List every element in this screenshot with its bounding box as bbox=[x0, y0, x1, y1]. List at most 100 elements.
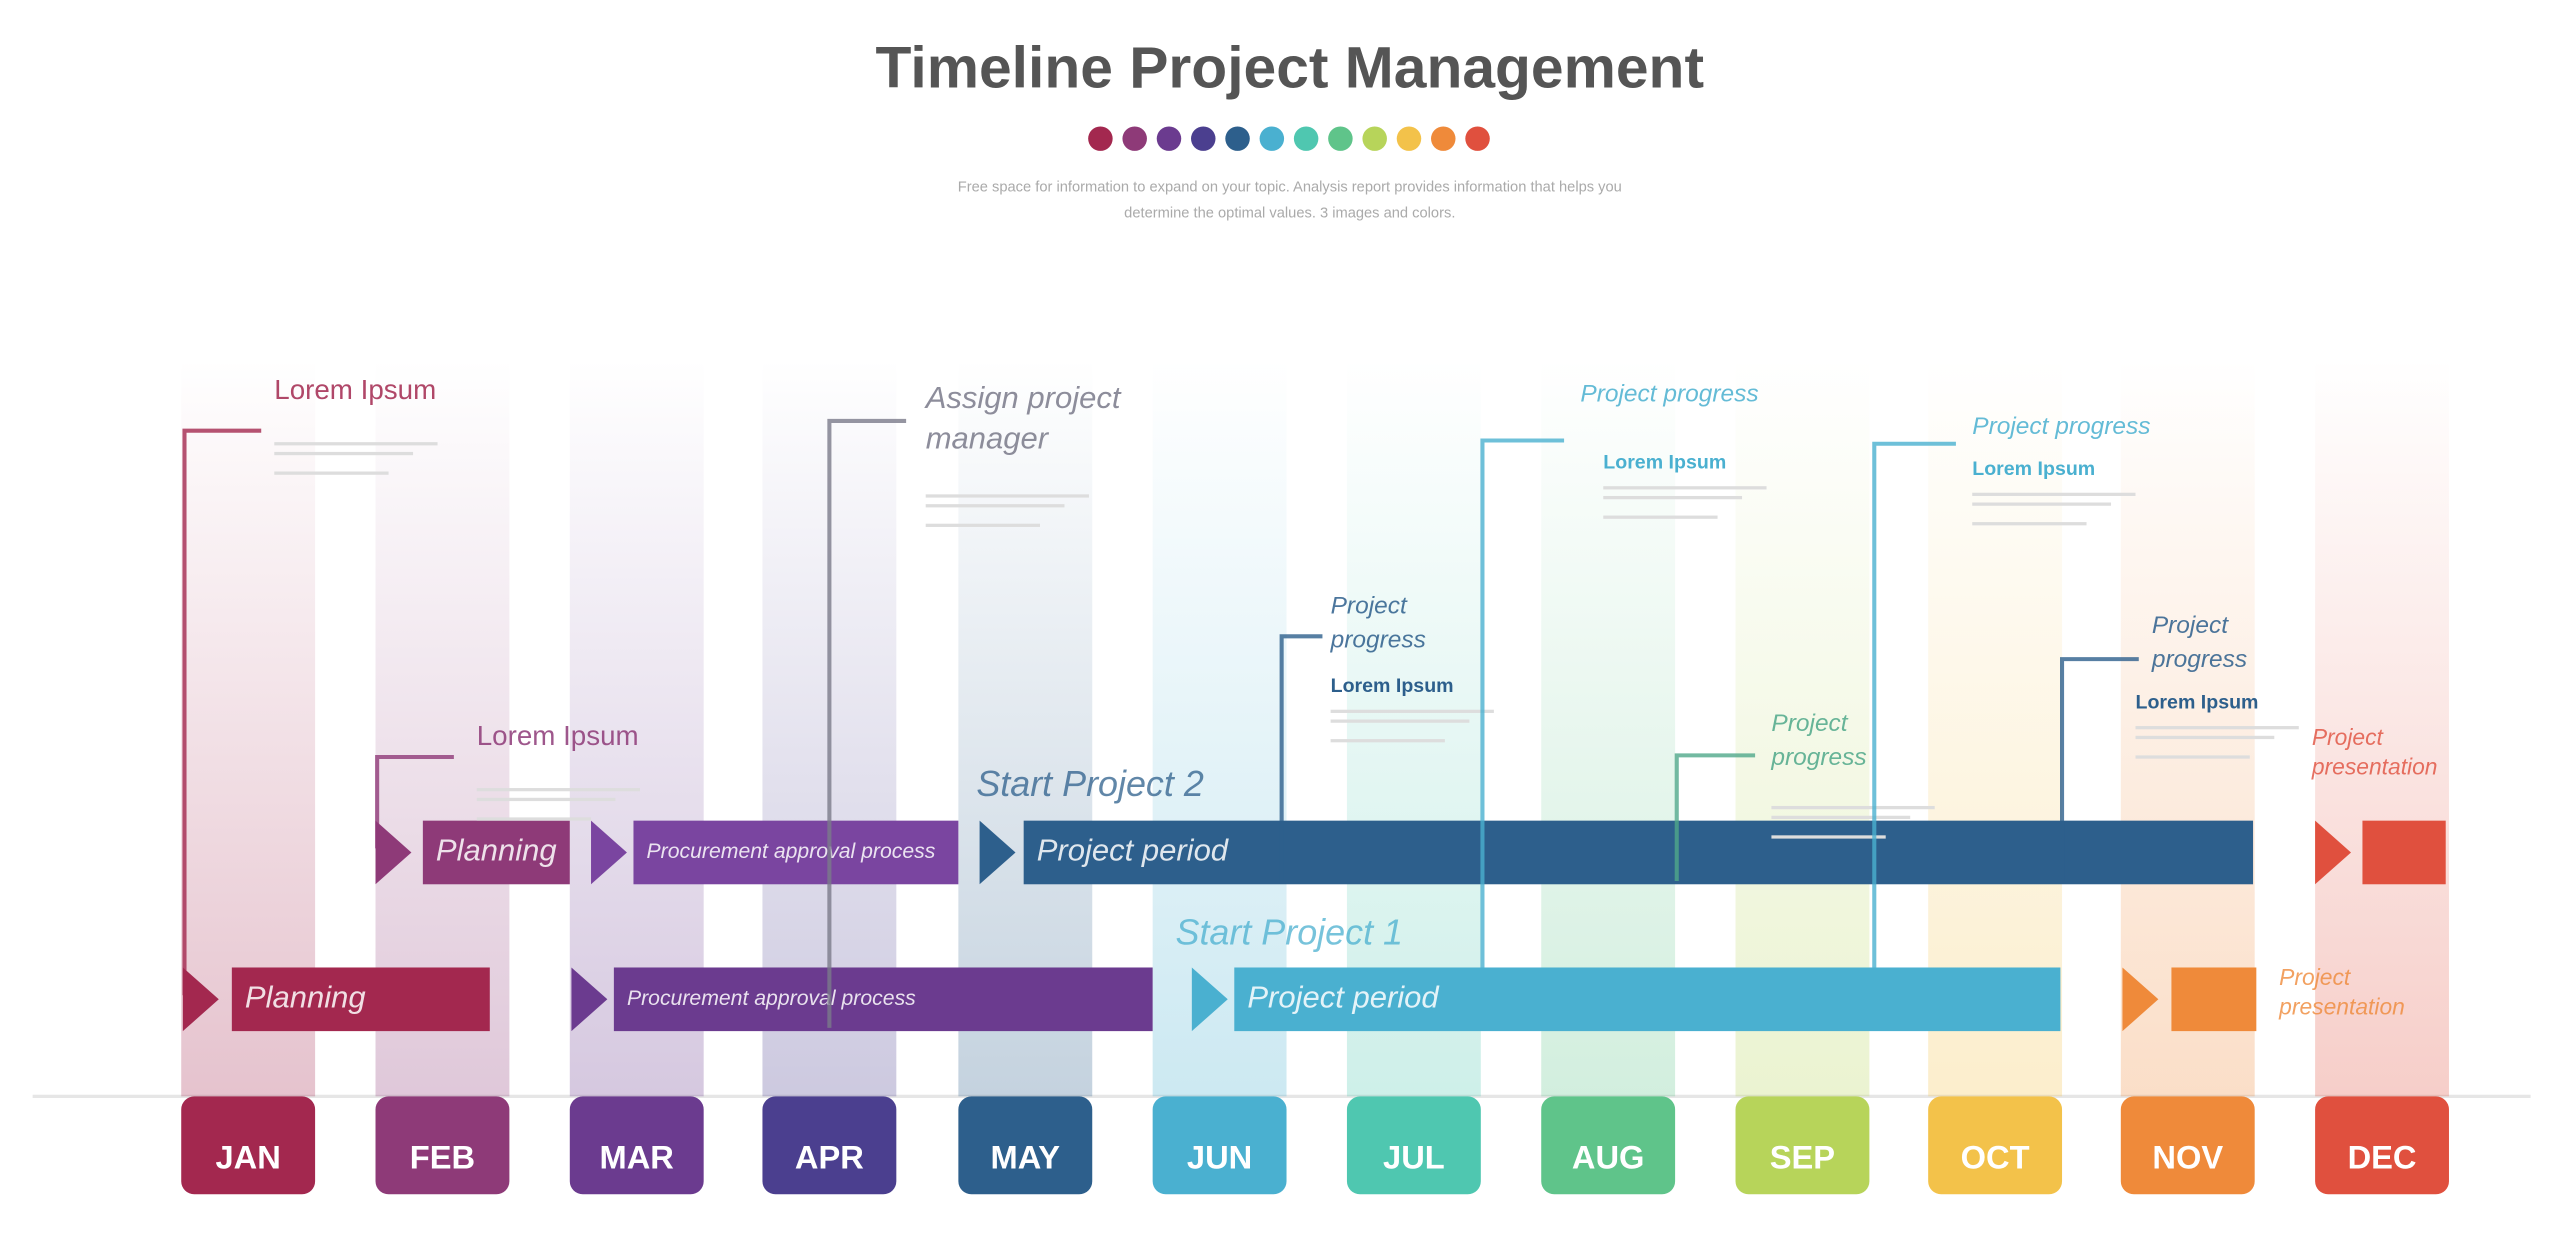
month-label: FEB bbox=[410, 1139, 475, 1176]
placeholder-text bbox=[1330, 719, 1470, 723]
annotation-heading: Lorem Ipsum bbox=[1331, 675, 1454, 697]
project-start-label: Start Project 1 bbox=[1176, 912, 1403, 952]
placeholder-text bbox=[274, 451, 414, 456]
task-label: Planning bbox=[436, 833, 557, 868]
placeholder-text bbox=[1771, 805, 1935, 810]
placeholder-text bbox=[2135, 735, 2275, 740]
annotation-heading: Lorem Ipsum bbox=[1603, 452, 1726, 474]
annotation-title: Project bbox=[1771, 710, 1848, 737]
task-arrow bbox=[182, 967, 219, 1032]
month-box bbox=[1541, 1096, 1676, 1195]
task-arrow bbox=[591, 820, 627, 885]
placeholder-text bbox=[925, 494, 1089, 498]
month-label: APR bbox=[795, 1139, 864, 1176]
annotation-line bbox=[2060, 657, 2139, 882]
task-arrow bbox=[979, 820, 1016, 885]
month-label: JUL bbox=[1383, 1139, 1445, 1176]
annotation-title: Project progress bbox=[1972, 413, 2150, 440]
placeholder-text bbox=[2135, 726, 2299, 730]
placeholder-text bbox=[1972, 522, 2087, 526]
placeholder-text bbox=[274, 471, 389, 475]
month-box bbox=[181, 1096, 316, 1195]
placeholder-text bbox=[1603, 495, 1743, 500]
annotation-title: progress bbox=[1770, 744, 1866, 771]
placeholder-text bbox=[1603, 486, 1767, 490]
task-bar bbox=[2362, 820, 2446, 885]
annotation-title: manager bbox=[926, 421, 1050, 456]
annotation-line bbox=[1480, 438, 1565, 1028]
annotation-line bbox=[182, 428, 262, 996]
annotation-heading: Lorem Ipsum bbox=[2136, 691, 2259, 713]
placeholder-text bbox=[1771, 815, 1911, 820]
month-label: AUG bbox=[1572, 1139, 1645, 1176]
task-bar bbox=[613, 967, 1153, 1032]
month-label: OCT bbox=[1961, 1139, 2030, 1176]
task-label: Project bbox=[2312, 724, 2385, 750]
placeholder-text bbox=[1972, 502, 2112, 506]
task-arrow bbox=[571, 967, 608, 1032]
title-dot bbox=[1465, 126, 1490, 151]
subtitle: determine the optimal values. 3 images a… bbox=[1124, 206, 1455, 222]
placeholder-text bbox=[1771, 835, 1886, 839]
annotation-title: Lorem Ipsum bbox=[477, 720, 639, 751]
task-label: presentation bbox=[2311, 753, 2438, 779]
title-dot bbox=[1259, 126, 1285, 151]
placeholder-text bbox=[476, 788, 640, 792]
annotation-title: Project bbox=[1331, 592, 1408, 619]
month-label: JAN bbox=[216, 1139, 281, 1176]
placeholder-text bbox=[1330, 739, 1445, 743]
placeholder-text bbox=[2135, 755, 2250, 759]
task-bar bbox=[1234, 967, 2061, 1032]
annotation-line bbox=[1279, 634, 1323, 882]
month-label: SEP bbox=[1770, 1139, 1835, 1176]
title-dot bbox=[1396, 126, 1422, 151]
placeholder-text bbox=[925, 504, 1065, 508]
task-arrow bbox=[2122, 967, 2159, 1032]
annotation-title: Project bbox=[2152, 612, 2229, 639]
placeholder-text bbox=[1972, 492, 2136, 496]
task-label: Procurement approval process bbox=[627, 987, 916, 1010]
task-label: Planning bbox=[245, 979, 366, 1014]
task-label: presentation bbox=[2278, 993, 2405, 1019]
annotation-line bbox=[375, 754, 454, 849]
task-label: Project bbox=[2279, 964, 2352, 990]
project-start-label: Start Project 2 bbox=[976, 764, 1204, 804]
placeholder-text bbox=[925, 523, 1040, 527]
annotation-title: progress bbox=[2151, 646, 2247, 673]
title-dot bbox=[1156, 126, 1182, 151]
month-box bbox=[958, 1096, 1093, 1195]
task-bar bbox=[2171, 967, 2257, 1032]
month-label: MAR bbox=[600, 1139, 674, 1176]
title: Timeline Project Management bbox=[876, 35, 1704, 100]
placeholder-text bbox=[274, 442, 438, 446]
annotation-heading: Lorem Ipsum bbox=[1972, 458, 2095, 480]
placeholder-text bbox=[1603, 515, 1718, 519]
title-dot bbox=[1191, 126, 1216, 151]
placeholder-text bbox=[476, 817, 592, 821]
placeholder-text bbox=[476, 797, 616, 802]
title-dot bbox=[1088, 126, 1113, 151]
month-box bbox=[1928, 1096, 2063, 1195]
annotation-title: progress bbox=[1330, 627, 1426, 654]
task-bar bbox=[633, 820, 959, 885]
annotation-line bbox=[827, 418, 907, 1028]
annotation-line bbox=[1674, 753, 1756, 882]
title-dot bbox=[1362, 126, 1387, 151]
task-bar bbox=[1023, 820, 2254, 885]
placeholder-text bbox=[1330, 709, 1494, 713]
task-bar bbox=[422, 820, 570, 885]
month-label: JUN bbox=[1187, 1139, 1252, 1176]
annotation-title: Project progress bbox=[1580, 380, 1758, 407]
task-arrow bbox=[1191, 967, 1228, 1032]
month-box bbox=[2315, 1096, 2449, 1195]
title-dot bbox=[1328, 126, 1353, 151]
month-label: DEC bbox=[2348, 1139, 2417, 1176]
title-dot bbox=[1431, 126, 1456, 151]
task-arrow bbox=[2315, 820, 2352, 885]
task-label: Project period bbox=[1037, 833, 1230, 868]
month-box bbox=[1346, 1096, 1481, 1195]
month-label: MAY bbox=[991, 1139, 1061, 1176]
month-label: NOV bbox=[2152, 1139, 2223, 1176]
